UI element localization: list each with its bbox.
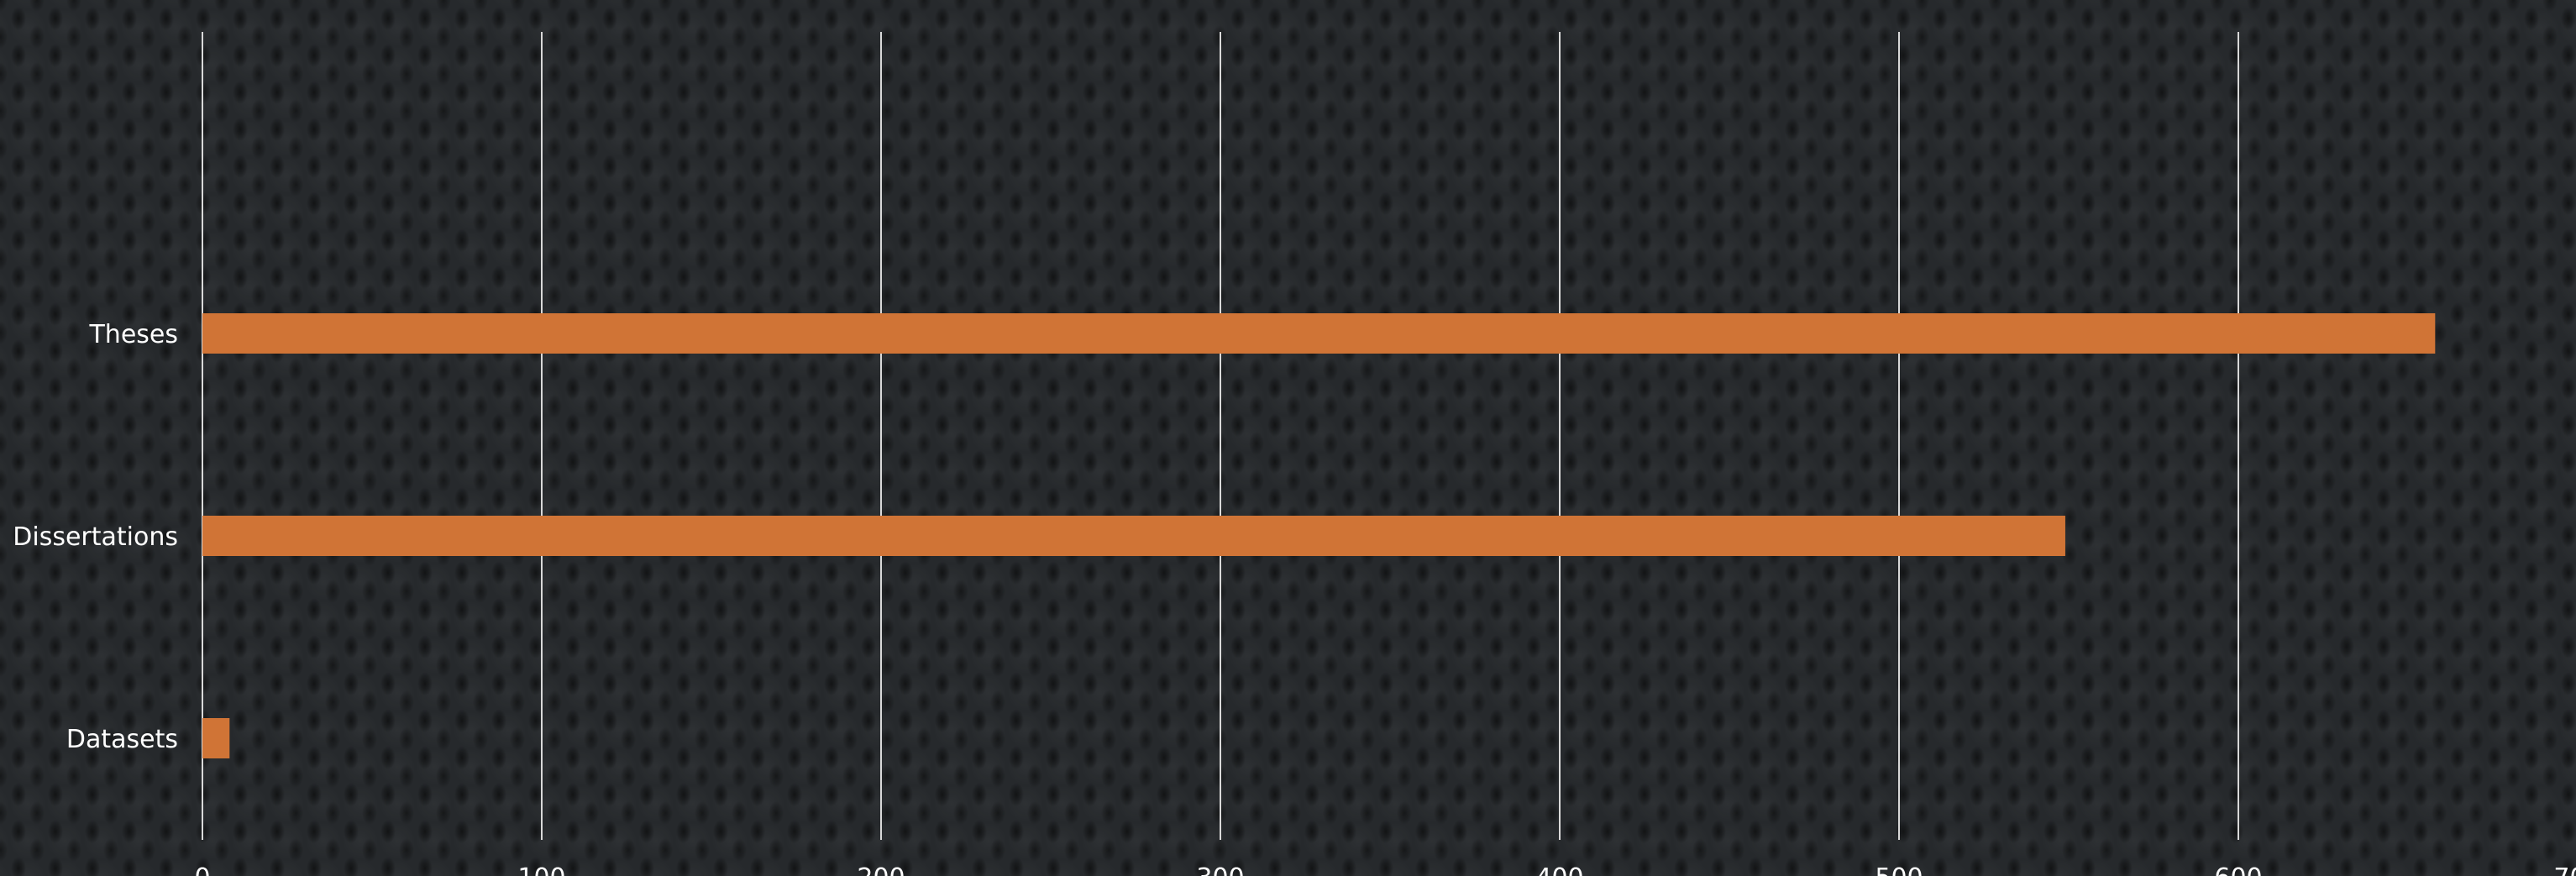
x-tick-label-100: 100 <box>517 863 565 876</box>
x-tick-label-600: 600 <box>2214 863 2262 876</box>
x-tick-label-200: 200 <box>857 863 905 876</box>
category-label-datasets: Datasets <box>66 725 178 754</box>
x-tick-label-300: 300 <box>1196 863 1244 876</box>
category-label-theses: Theses <box>88 320 178 349</box>
bar-theses <box>202 313 2436 354</box>
x-tick-label-500: 500 <box>1875 863 1923 876</box>
bar-datasets <box>202 718 230 758</box>
x-tick-label-0: 0 <box>194 863 210 876</box>
category-label-dissertations: Dissertations <box>13 522 178 552</box>
x-tick-label-400: 400 <box>1535 863 1583 876</box>
x-tick-label-700: 700 <box>2553 863 2576 876</box>
bar-dissertations <box>202 516 2065 556</box>
